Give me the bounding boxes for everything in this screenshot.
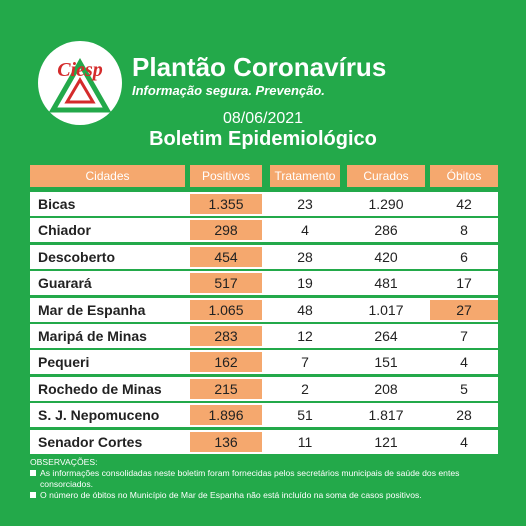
row-background	[30, 429, 498, 454]
cell-value: 5	[460, 380, 468, 397]
cell-value: 28	[297, 248, 313, 265]
cell-value: 8	[460, 222, 468, 239]
row-background	[30, 350, 498, 375]
cell-value: 298	[190, 220, 262, 241]
notes: OBSERVAÇÕES: As informações consolidadas…	[30, 457, 500, 501]
city-name: Senador Cortes	[38, 433, 143, 450]
cell-value: 286	[374, 222, 398, 239]
city-name: Mar de Espanha	[38, 301, 146, 318]
notes-list: As informações consolidadas neste boleti…	[30, 468, 500, 501]
date: 08/06/2021	[222, 110, 304, 127]
cell-value: 12	[297, 328, 313, 344]
cell-value: 42	[456, 196, 472, 212]
cell-value: 215	[190, 378, 262, 399]
row-background	[30, 271, 498, 296]
cell-value: 4	[301, 222, 309, 239]
cell-value: 151	[374, 354, 398, 371]
cell-value: 48	[297, 301, 313, 318]
note-item: As informações consolidadas neste boleti…	[30, 468, 500, 490]
column-header: Curados	[347, 165, 425, 187]
column-header: Cidades	[30, 165, 185, 187]
cell-value: 19	[297, 275, 313, 292]
heading: Boletim Epidemiológico	[149, 128, 377, 150]
column-header: Positivos	[190, 165, 262, 187]
row-background	[30, 244, 498, 269]
row-background	[30, 324, 498, 348]
row-background	[30, 376, 498, 401]
cell-value: 6	[460, 248, 468, 265]
cell-value: 1.355	[190, 194, 262, 214]
city-name: Descoberto	[38, 248, 116, 265]
city-name: S. J. Nepomuceno	[38, 407, 160, 424]
cell-value: 7	[301, 354, 309, 371]
cell-value: 23	[297, 196, 313, 212]
cell-value: 1.065	[190, 299, 262, 320]
cell-value: 208	[374, 380, 398, 397]
cell-value: 17	[456, 275, 472, 292]
cell-value: 51	[297, 407, 313, 424]
cell-value: 136	[190, 431, 262, 452]
cell-value: 283	[190, 326, 262, 346]
city-name: Maripá de Minas	[38, 328, 147, 344]
notes-label: OBSERVAÇÕES:	[30, 457, 98, 467]
cell-value: 162	[190, 352, 262, 373]
cell-value: 28	[456, 407, 472, 424]
city-name: Rochedo de Minas	[38, 380, 162, 397]
column-header: Óbitos	[430, 165, 498, 187]
cell-value: 420	[374, 248, 398, 265]
city-name: Chiador	[38, 222, 91, 239]
cell-value: 4	[460, 354, 468, 371]
title: Plantão Coronavírus	[132, 52, 387, 82]
cell-value: 11	[297, 433, 313, 450]
cell-value: 481	[374, 275, 398, 292]
row-background	[30, 218, 498, 243]
note-item: O número de óbitos no Município de Mar d…	[30, 490, 500, 501]
cell-value: 2	[301, 380, 309, 397]
cell-value: 27	[430, 299, 498, 320]
row-background	[30, 403, 498, 428]
row-background	[30, 297, 498, 322]
row-background	[30, 192, 498, 216]
cell-value: 1.290	[368, 196, 404, 212]
cell-value: 121	[374, 433, 398, 450]
cell-value: 517	[190, 273, 262, 294]
subtitle: Informação segura. Prevenção.	[132, 83, 325, 98]
cell-value: 1.817	[368, 407, 404, 424]
logo-text: Ciesp	[57, 59, 103, 81]
cell-value: 1.896	[190, 405, 262, 426]
cell-value: 1.017	[368, 301, 404, 318]
cell-value: 264	[374, 328, 398, 344]
cell-value: 4	[460, 433, 468, 450]
logo: Ciesp	[38, 41, 122, 125]
cell-value: 454	[190, 246, 262, 267]
city-name: Bicas	[38, 196, 76, 212]
city-name: Guarará	[38, 275, 92, 292]
cell-value: 7	[460, 328, 468, 344]
city-name: Pequeri	[38, 354, 90, 371]
column-header: Tratamento	[270, 165, 340, 187]
